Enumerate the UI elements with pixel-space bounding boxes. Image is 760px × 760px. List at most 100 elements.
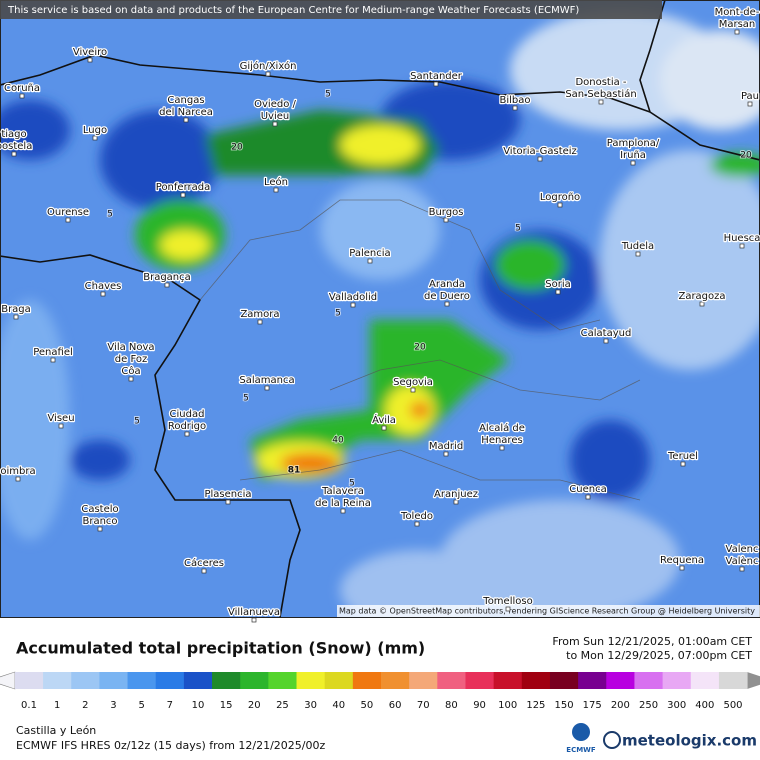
legend-tick-label: 300 bbox=[667, 700, 686, 711]
place-dot bbox=[92, 135, 98, 141]
contour-label: 5 bbox=[349, 479, 355, 489]
place-dot bbox=[443, 451, 449, 457]
legend-swatch bbox=[240, 672, 269, 689]
place-label: León bbox=[264, 176, 288, 188]
place-dot bbox=[251, 617, 257, 623]
legend-tick-label: 175 bbox=[583, 700, 602, 711]
place-dot bbox=[184, 431, 190, 437]
place-dot bbox=[453, 499, 459, 505]
legend-swatch bbox=[634, 672, 664, 689]
legend-swatch bbox=[212, 672, 241, 689]
place-label: Cangas bbox=[167, 95, 204, 106]
place-label: Santander bbox=[410, 71, 463, 82]
legend-tick-label: 70 bbox=[417, 700, 430, 711]
place-dot bbox=[15, 476, 21, 482]
place-label: postela bbox=[0, 141, 32, 152]
place-dot bbox=[180, 192, 186, 198]
legend-bar: 0.1 1 2 3 5 7 10 15 20 25 30 40 50 60 70 80 90 100 125 150 1… bbox=[0, 671, 760, 711]
place-label: Aranda bbox=[429, 279, 465, 290]
place-dot bbox=[13, 314, 19, 320]
legend-swatch bbox=[71, 672, 100, 689]
place-dot bbox=[679, 565, 685, 571]
place-label: Logroño bbox=[540, 192, 580, 203]
place-label: Branco bbox=[82, 516, 117, 527]
place-label: Madrid bbox=[429, 441, 463, 452]
place-dot bbox=[128, 376, 134, 382]
place-label: de Foz bbox=[115, 354, 147, 365]
legend-tick-label: 7 bbox=[167, 700, 173, 711]
legend-tick-label: 5 bbox=[138, 700, 144, 711]
contour-label: 20 bbox=[414, 343, 426, 353]
contour-label: 20 bbox=[231, 143, 243, 153]
contour-labels: 5 20 5 5 5 20 5 5 40 81 5 20 bbox=[106, 89, 753, 490]
legend-swatch bbox=[718, 672, 748, 689]
model-info: ECMWF IFS HRES 0z/12z (15 days) from 12/… bbox=[16, 739, 326, 752]
legend-tick-label: 250 bbox=[639, 700, 658, 711]
place-dot bbox=[87, 57, 93, 63]
contour-label: 5 bbox=[335, 309, 341, 319]
place-label: Valènc bbox=[726, 555, 759, 567]
place-label: Cuenca bbox=[569, 484, 606, 495]
place-label: Ávila bbox=[372, 413, 396, 426]
place-label: Pamplona/ bbox=[607, 138, 660, 149]
place-dot bbox=[603, 338, 609, 344]
place-label: Tudela bbox=[621, 241, 654, 252]
place-label: Vila Nova bbox=[107, 342, 154, 353]
place-dot bbox=[11, 151, 17, 157]
place-dot bbox=[414, 521, 420, 527]
place-dot bbox=[739, 566, 745, 572]
place-dot bbox=[97, 526, 103, 532]
contour-label: 5 bbox=[243, 394, 249, 404]
contour-label: 20 bbox=[740, 151, 752, 161]
place-dot bbox=[630, 160, 636, 166]
legend-arrow-low bbox=[0, 671, 16, 690]
legend-tick-label: 100 bbox=[498, 700, 517, 711]
legend-tick-label: 10 bbox=[192, 700, 205, 711]
place-dot bbox=[699, 301, 705, 307]
place-dot bbox=[183, 117, 189, 123]
legend-swatch bbox=[578, 672, 607, 689]
place-label: Henares bbox=[481, 435, 522, 446]
legend-swatch bbox=[99, 672, 129, 689]
legend-swatch bbox=[549, 672, 579, 689]
precip-map bbox=[1, 1, 759, 617]
place-label: Penafiel bbox=[33, 347, 73, 358]
place-label: Donostia - bbox=[575, 77, 626, 88]
place-label: Viveiro bbox=[73, 47, 107, 58]
place-label: de la Reina bbox=[315, 498, 371, 509]
place-label: Salamanca bbox=[239, 375, 294, 386]
place-dot bbox=[273, 187, 279, 193]
place-dot bbox=[598, 99, 604, 105]
place-label: Oviedo / bbox=[254, 99, 296, 110]
banner: This service is based on data and produc… bbox=[7, 5, 579, 16]
place-dot bbox=[585, 494, 591, 500]
legend-swatch bbox=[690, 672, 720, 689]
place-dot bbox=[350, 302, 356, 308]
place-label: Marsan bbox=[719, 19, 756, 30]
place-label: Castelo bbox=[81, 504, 118, 515]
legend-tick-label: 500 bbox=[723, 700, 742, 711]
legend-swatch bbox=[352, 672, 382, 689]
place-label: Zaragoza bbox=[678, 291, 725, 302]
legend-swatch bbox=[437, 672, 466, 689]
place-dot bbox=[381, 425, 387, 431]
place-dot bbox=[264, 385, 270, 391]
legend-tick-label: 60 bbox=[389, 700, 402, 711]
contour-label: 5 bbox=[515, 224, 521, 234]
banner-bg bbox=[0, 0, 662, 19]
place-label: Villanueva bbox=[228, 607, 280, 618]
place-dot bbox=[443, 217, 449, 223]
place-label: Iruña bbox=[620, 150, 646, 161]
brand-logo bbox=[603, 731, 621, 749]
place-label: Valenc bbox=[726, 544, 759, 555]
place-label: Rodrigo bbox=[168, 421, 206, 432]
place-dot bbox=[367, 258, 373, 264]
place-label: Coruña bbox=[4, 83, 40, 94]
legend-tick-label: 150 bbox=[554, 700, 573, 711]
place-label: Viseu bbox=[47, 413, 74, 424]
attribution-bg bbox=[337, 605, 760, 617]
legend-swatch bbox=[409, 672, 438, 689]
place-dot bbox=[58, 423, 64, 429]
legend-tick-label: 3 bbox=[110, 700, 116, 711]
